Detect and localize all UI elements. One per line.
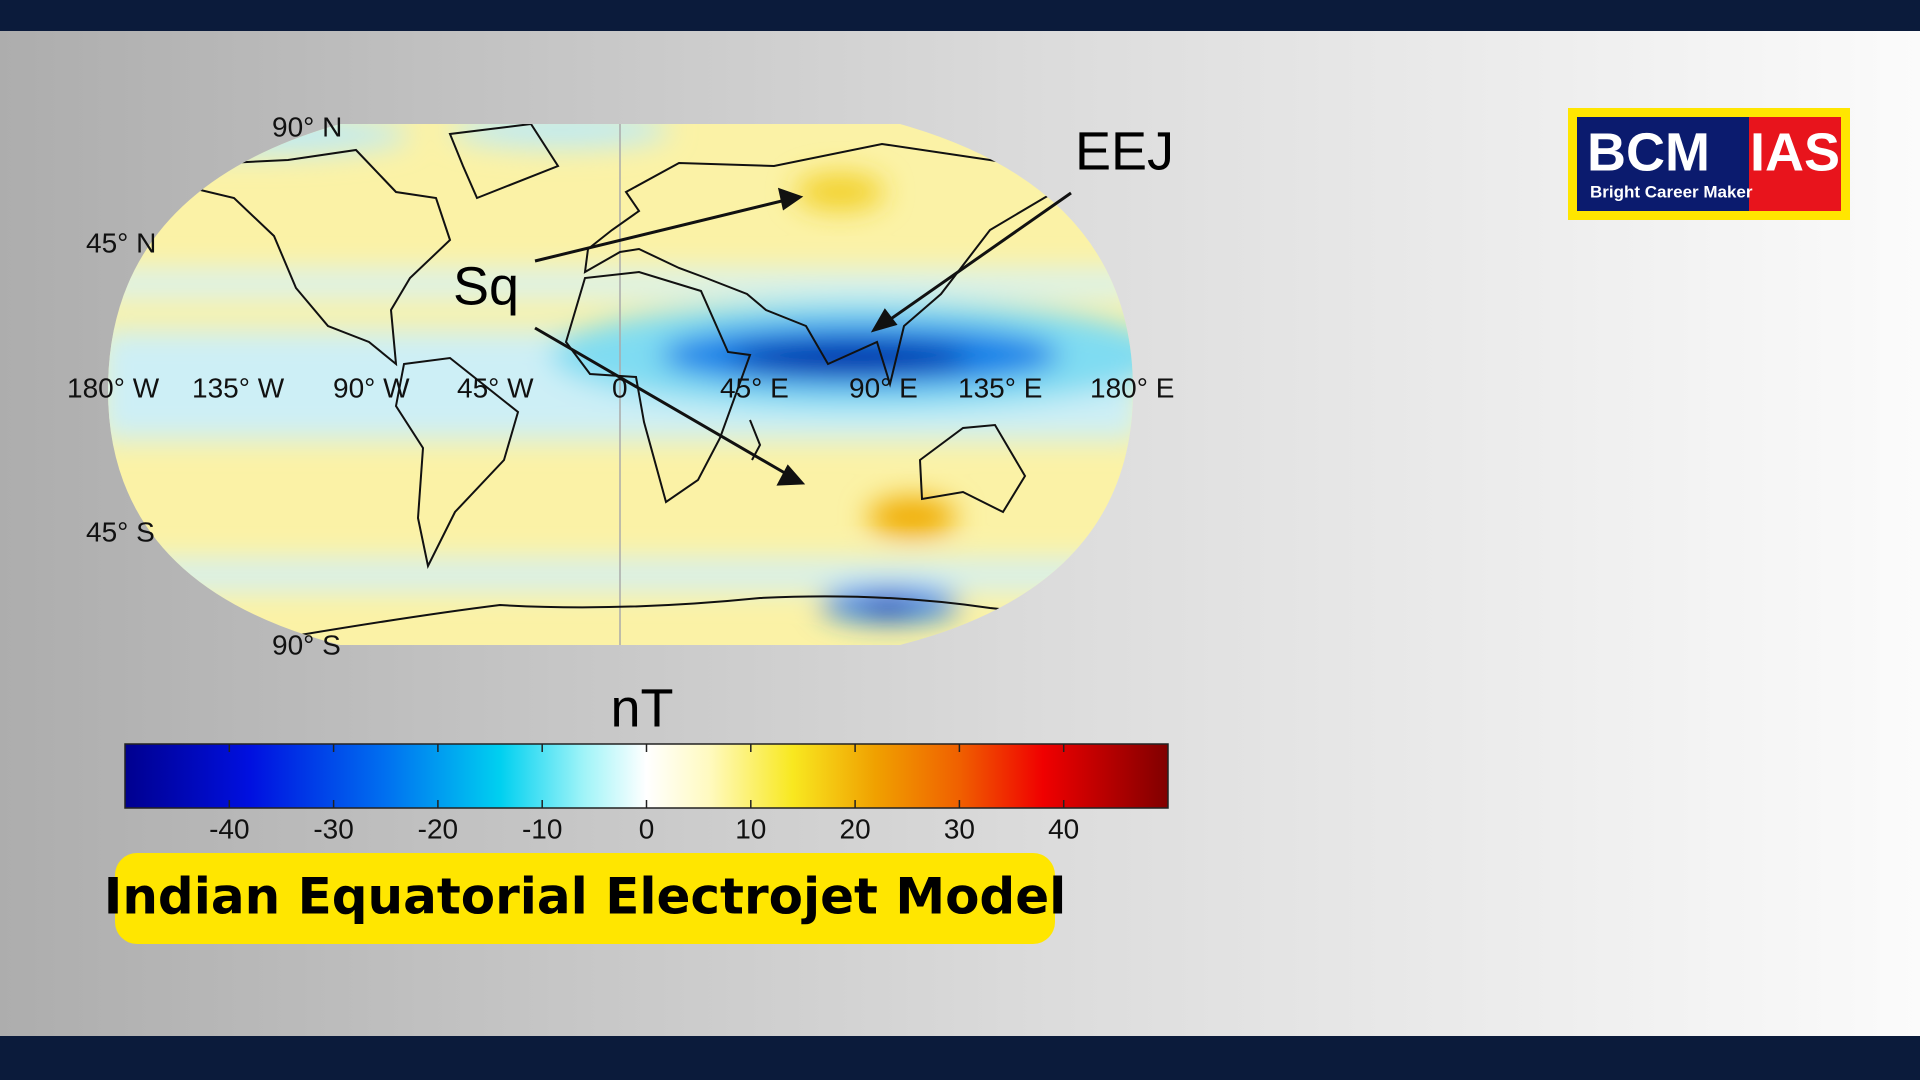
annotation-sq: Sq [453,256,519,316]
annotation-eej: EEJ [1075,121,1174,181]
logo-left [1577,117,1749,211]
colorbar [124,743,1169,809]
latitude-label: 45° S [86,516,155,547]
colorbar-tick-label: -40 [209,813,249,844]
longitude-label: 45° W [457,372,534,403]
longitude-label: 90° E [849,372,918,403]
top-bar [0,0,1920,31]
latitude-label: 45° N [86,227,156,258]
colorbar-label: nT [610,678,673,738]
logo-right [1749,117,1841,211]
title-pill [115,853,1055,944]
logo-tagline: Bright Career Maker [1590,182,1753,201]
logo-name: BCM [1587,122,1710,182]
longitude-label: 135° W [192,372,285,403]
logo: BCM IAS Bright Career Maker [1568,108,1850,220]
title: Indian Equatorial Electrojet Model [104,868,1067,926]
coastlines [166,124,1087,636]
annotation-arrows [534,187,1072,486]
colorbar-tick-label: 10 [735,813,766,844]
colorbar-ticks: -40 -30 -20 -10 0 10 20 30 40 [209,744,1079,844]
longitude-label: 45° E [720,372,789,403]
colorbar-tick-label: -20 [418,813,458,844]
latitude-label: 90° N [272,111,342,142]
colorbar-tick-label: 30 [944,813,975,844]
logo-suffix: IAS [1750,122,1840,182]
colorbar-tick-label: 40 [1048,813,1079,844]
longitude-label: 180° E [1090,372,1174,403]
latitude-label: 90° S [272,629,341,660]
colorbar-tick-label: -30 [313,813,353,844]
colorbar-tick-label: 0 [639,813,655,844]
map-labels: 90° N 45° N 45° S 90° S 180° W 135° W 90° W 45°… [67,111,1174,660]
longitude-label: 135° E [958,372,1042,403]
longitude-label: 180° W [67,372,160,403]
colorbar-tick-label: -10 [522,813,562,844]
longitude-label: 90° W [333,372,410,403]
bottom-bar [0,1036,1920,1080]
map [108,124,1133,645]
colorbar-tick-label: 20 [840,813,871,844]
